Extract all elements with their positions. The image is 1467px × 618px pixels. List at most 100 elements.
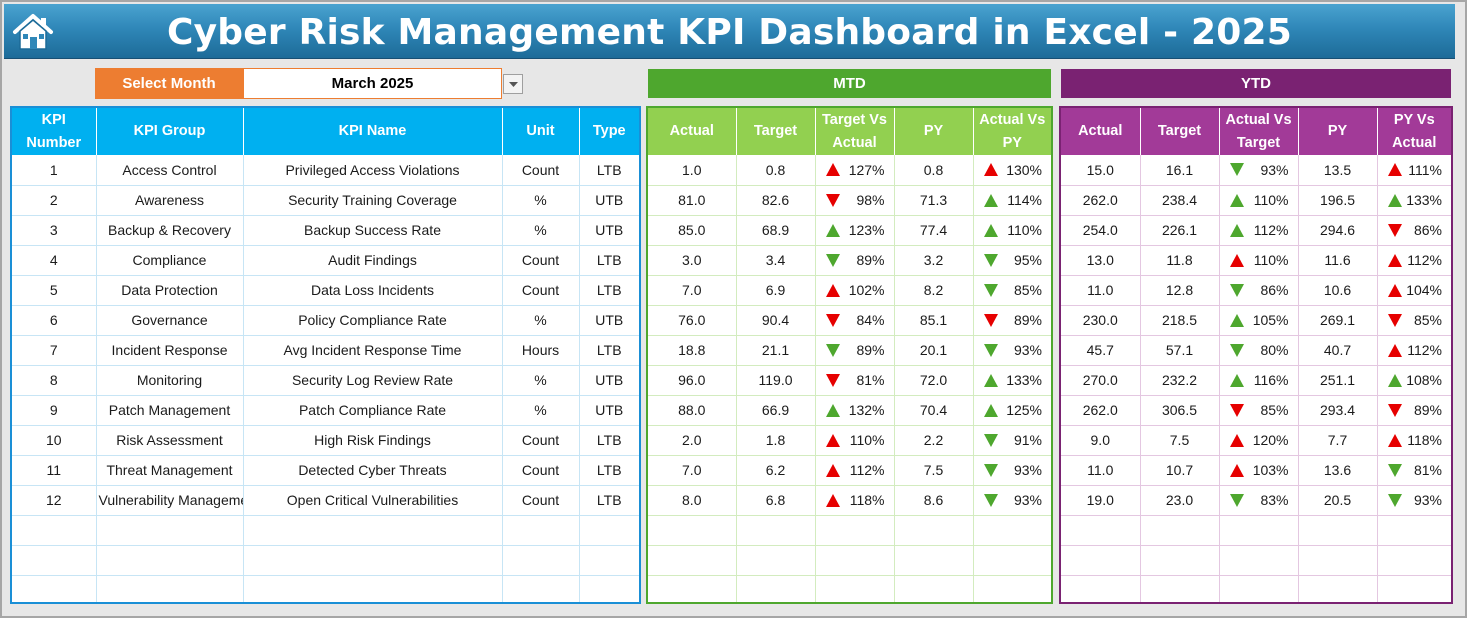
empty-row[interactable] xyxy=(12,575,639,602)
variance-cell: 95% xyxy=(973,245,1051,276)
target-cell: 66.9 xyxy=(736,395,816,426)
table-row[interactable]: 3.0 3.4 89% 3.2 95% xyxy=(648,245,1051,276)
variance-cell: 120% xyxy=(1219,425,1299,456)
table-cell: Compliance xyxy=(96,245,244,276)
table-row[interactable]: 2 Awareness Security Training Coverage% UTB xyxy=(12,185,639,216)
table-row[interactable]: 230.0 218.5 105% 269.1 85% xyxy=(1061,305,1451,336)
table-row[interactable]: 88.0 66.9 132% 70.4 125% xyxy=(648,395,1051,426)
empty-cell xyxy=(1219,515,1299,546)
table-cell: 8 xyxy=(12,365,97,396)
table-row[interactable]: 5 Data Protection Data Loss Incidents Count… xyxy=(12,275,639,306)
column-header-line1: Target xyxy=(753,123,798,139)
arrow-down-icon xyxy=(1387,313,1402,327)
table-row[interactable]: 7.0 6.9 102% 8.2 85% xyxy=(648,275,1051,306)
column-header-line1: KPI xyxy=(41,111,66,128)
target-cell: 6.2 xyxy=(736,455,816,486)
variance-cell: 93% xyxy=(1219,155,1299,186)
empty-row[interactable] xyxy=(1061,545,1451,576)
table-row[interactable]: 13.0 11.8 110% 11.6 112% xyxy=(1061,245,1451,276)
table-row[interactable]: 7 Incident Response Avg Incident Response … xyxy=(12,335,639,366)
table-row[interactable]: 11.0 12.8 86% 10.6 104% xyxy=(1061,275,1451,306)
empty-row[interactable] xyxy=(12,515,639,546)
variance-cell: 108% xyxy=(1377,365,1451,396)
variance-value: 81% xyxy=(856,372,885,388)
empty-row[interactable] xyxy=(1061,515,1451,546)
column-header-line2: Target xyxy=(1236,134,1281,151)
table-row[interactable]: 76.0 90.4 84% 85.1 89% xyxy=(648,305,1051,336)
table-row[interactable]: 1.0 0.8 127% 0.8 130% xyxy=(648,155,1051,186)
column-header: Target xyxy=(1140,108,1220,155)
table-row[interactable]: 8 Monitoring Security Log Review Rate% UTB xyxy=(12,365,639,396)
table-row[interactable]: 81.0 82.6 98% 71.3 114% xyxy=(648,185,1051,216)
variance-cell: 89% xyxy=(815,245,895,276)
actual-cell: 230.0 xyxy=(1061,305,1141,336)
py-cell: 0.8 xyxy=(894,155,974,186)
variance-cell: 85% xyxy=(1219,395,1299,426)
variance-value: 86% xyxy=(1260,282,1289,298)
table-row[interactable]: 270.0 232.2 116% 251.1 108% xyxy=(1061,365,1451,396)
empty-row[interactable] xyxy=(12,545,639,576)
empty-cell xyxy=(648,545,737,576)
arrow-down-icon xyxy=(1387,493,1402,507)
arrow-up-icon xyxy=(1229,223,1244,237)
table-row[interactable]: 7.0 6.2 112% 7.5 93% xyxy=(648,455,1051,486)
arrow-up-icon xyxy=(1387,343,1402,357)
table-row[interactable]: 9 Patch Management Patch Compliance Rate% U… xyxy=(12,395,639,426)
table-row[interactable]: 45.7 57.1 80% 40.7 112% xyxy=(1061,335,1451,366)
column-header-line1: PY xyxy=(1327,123,1348,139)
table-cell: 5 xyxy=(12,275,97,306)
table-row[interactable]: 3 Backup & Recovery Backup Success Rate% UT… xyxy=(12,215,639,246)
table-row[interactable]: 4 Compliance Audit Findings Count LTB xyxy=(12,245,639,276)
table-cell: LTB xyxy=(579,425,639,456)
table-row[interactable]: 1 Access Control Privileged Access Violati… xyxy=(12,155,639,186)
variance-cell: 114% xyxy=(973,185,1051,216)
variance-value: 112% xyxy=(1407,252,1442,268)
table-cell: 6 xyxy=(12,305,97,336)
table-cell: UTB xyxy=(579,365,639,396)
table-row[interactable]: 19.0 23.0 83% 20.5 93% xyxy=(1061,485,1451,516)
arrow-up-icon xyxy=(1387,193,1402,207)
variance-cell: 133% xyxy=(1377,185,1451,216)
arrow-down-icon xyxy=(983,463,998,477)
table-row[interactable]: 8.0 6.8 118% 8.6 93% xyxy=(648,485,1051,516)
target-cell: 12.8 xyxy=(1140,275,1220,306)
arrow-up-icon xyxy=(1229,463,1244,477)
table-row[interactable]: 2.0 1.8 110% 2.2 91% xyxy=(648,425,1051,456)
table-row[interactable]: 6 Governance Policy Compliance Rate% UTB xyxy=(12,305,639,336)
table-row[interactable]: 85.0 68.9 123% 77.4 110% xyxy=(648,215,1051,246)
variance-cell: 102% xyxy=(815,275,895,306)
empty-row[interactable] xyxy=(648,575,1051,602)
variance-value: 127% xyxy=(848,161,885,178)
table-cell: Security Training Coverage xyxy=(243,185,503,216)
variance-value: 133% xyxy=(1006,372,1042,388)
actual-cell: 270.0 xyxy=(1061,365,1141,396)
variance-cell: 111% xyxy=(1377,155,1451,186)
kpi-info-table: KPI Number KPI Group KPI Name Unit Type 1 Acce… xyxy=(12,108,639,602)
py-cell: 294.6 xyxy=(1298,215,1378,246)
month-dropdown-button[interactable] xyxy=(503,74,523,94)
table-row[interactable]: 11.0 10.7 103% 13.6 81% xyxy=(1061,455,1451,486)
target-cell: 238.4 xyxy=(1140,185,1220,216)
table-row[interactable]: 96.0 119.0 81% 72.0 133% xyxy=(648,365,1051,396)
table-cell: 11 xyxy=(12,455,97,486)
column-header: KPI Number xyxy=(12,108,97,155)
table-row[interactable]: 10 Risk Assessment High Risk Findings Count… xyxy=(12,425,639,456)
table-row[interactable]: 262.0 238.4 110% 196.5 133% xyxy=(1061,185,1451,216)
variance-value: 112% xyxy=(849,462,885,478)
actual-cell: 254.0 xyxy=(1061,215,1141,246)
empty-row[interactable] xyxy=(648,545,1051,576)
empty-row[interactable] xyxy=(648,515,1051,546)
month-select-value[interactable]: March 2025 xyxy=(243,68,502,99)
table-row[interactable]: 15.0 16.1 93% 13.5 111% xyxy=(1061,155,1451,186)
chevron-down-icon xyxy=(509,82,518,87)
empty-cell xyxy=(96,575,244,602)
table-row[interactable]: 254.0 226.1 112% 294.6 86% xyxy=(1061,215,1451,246)
home-icon[interactable] xyxy=(12,12,54,52)
table-row[interactable]: 11 Threat Management Detected Cyber Threat… xyxy=(12,455,639,486)
table-row[interactable]: 18.8 21.1 89% 20.1 93% xyxy=(648,335,1051,366)
table-row[interactable]: 262.0 306.5 85% 293.4 89% xyxy=(1061,395,1451,426)
empty-row[interactable] xyxy=(1061,575,1451,602)
table-row[interactable]: 9.0 7.5 120% 7.7 118% xyxy=(1061,425,1451,456)
table-cell: UTB xyxy=(579,185,639,216)
